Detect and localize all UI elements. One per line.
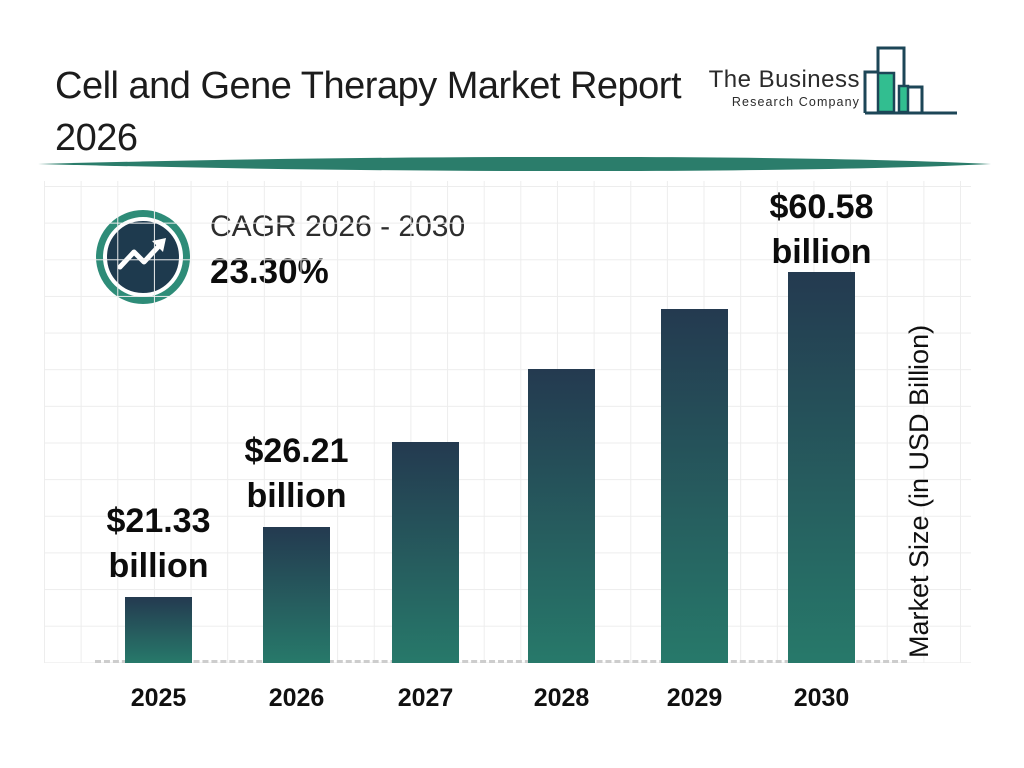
page-title-line-1: Cell and Gene Therapy Market Report xyxy=(55,65,682,107)
page-title: Cell and Gene Therapy Market Report 2026 xyxy=(55,60,775,164)
company-logo: The Business Research Company xyxy=(698,40,988,120)
company-logo-text: The Business Research Company xyxy=(698,66,860,109)
value-label-2030: $60.58 billion xyxy=(769,188,874,271)
x-axis-baseline xyxy=(95,660,907,663)
x-tick-2026: 2026 xyxy=(268,684,325,712)
logo-bar-chart-icon xyxy=(863,46,957,115)
x-tick-2030: 2030 xyxy=(793,684,850,712)
bar-2026 xyxy=(263,527,330,663)
x-tick-2027: 2027 xyxy=(397,684,454,712)
header-divider xyxy=(38,157,991,171)
bar-2025 xyxy=(125,597,192,663)
x-tick-2028: 2028 xyxy=(533,684,590,712)
company-name: The Business xyxy=(708,66,860,93)
bar-2027 xyxy=(392,442,459,663)
x-tick-2029: 2029 xyxy=(666,684,723,712)
x-tick-2025: 2025 xyxy=(130,684,187,712)
bar-2030 xyxy=(788,272,855,663)
bar-2028 xyxy=(528,369,595,663)
page-title-line-2: 2026 xyxy=(55,117,138,159)
value-label-2026: $26.21 billion xyxy=(244,432,349,515)
value-label-2025: $21.33 billion xyxy=(106,502,211,585)
bar-2029 xyxy=(661,309,728,663)
company-subname: Research Company xyxy=(731,95,860,109)
y-axis-label: Market Size (in USD Billion) xyxy=(904,324,934,658)
